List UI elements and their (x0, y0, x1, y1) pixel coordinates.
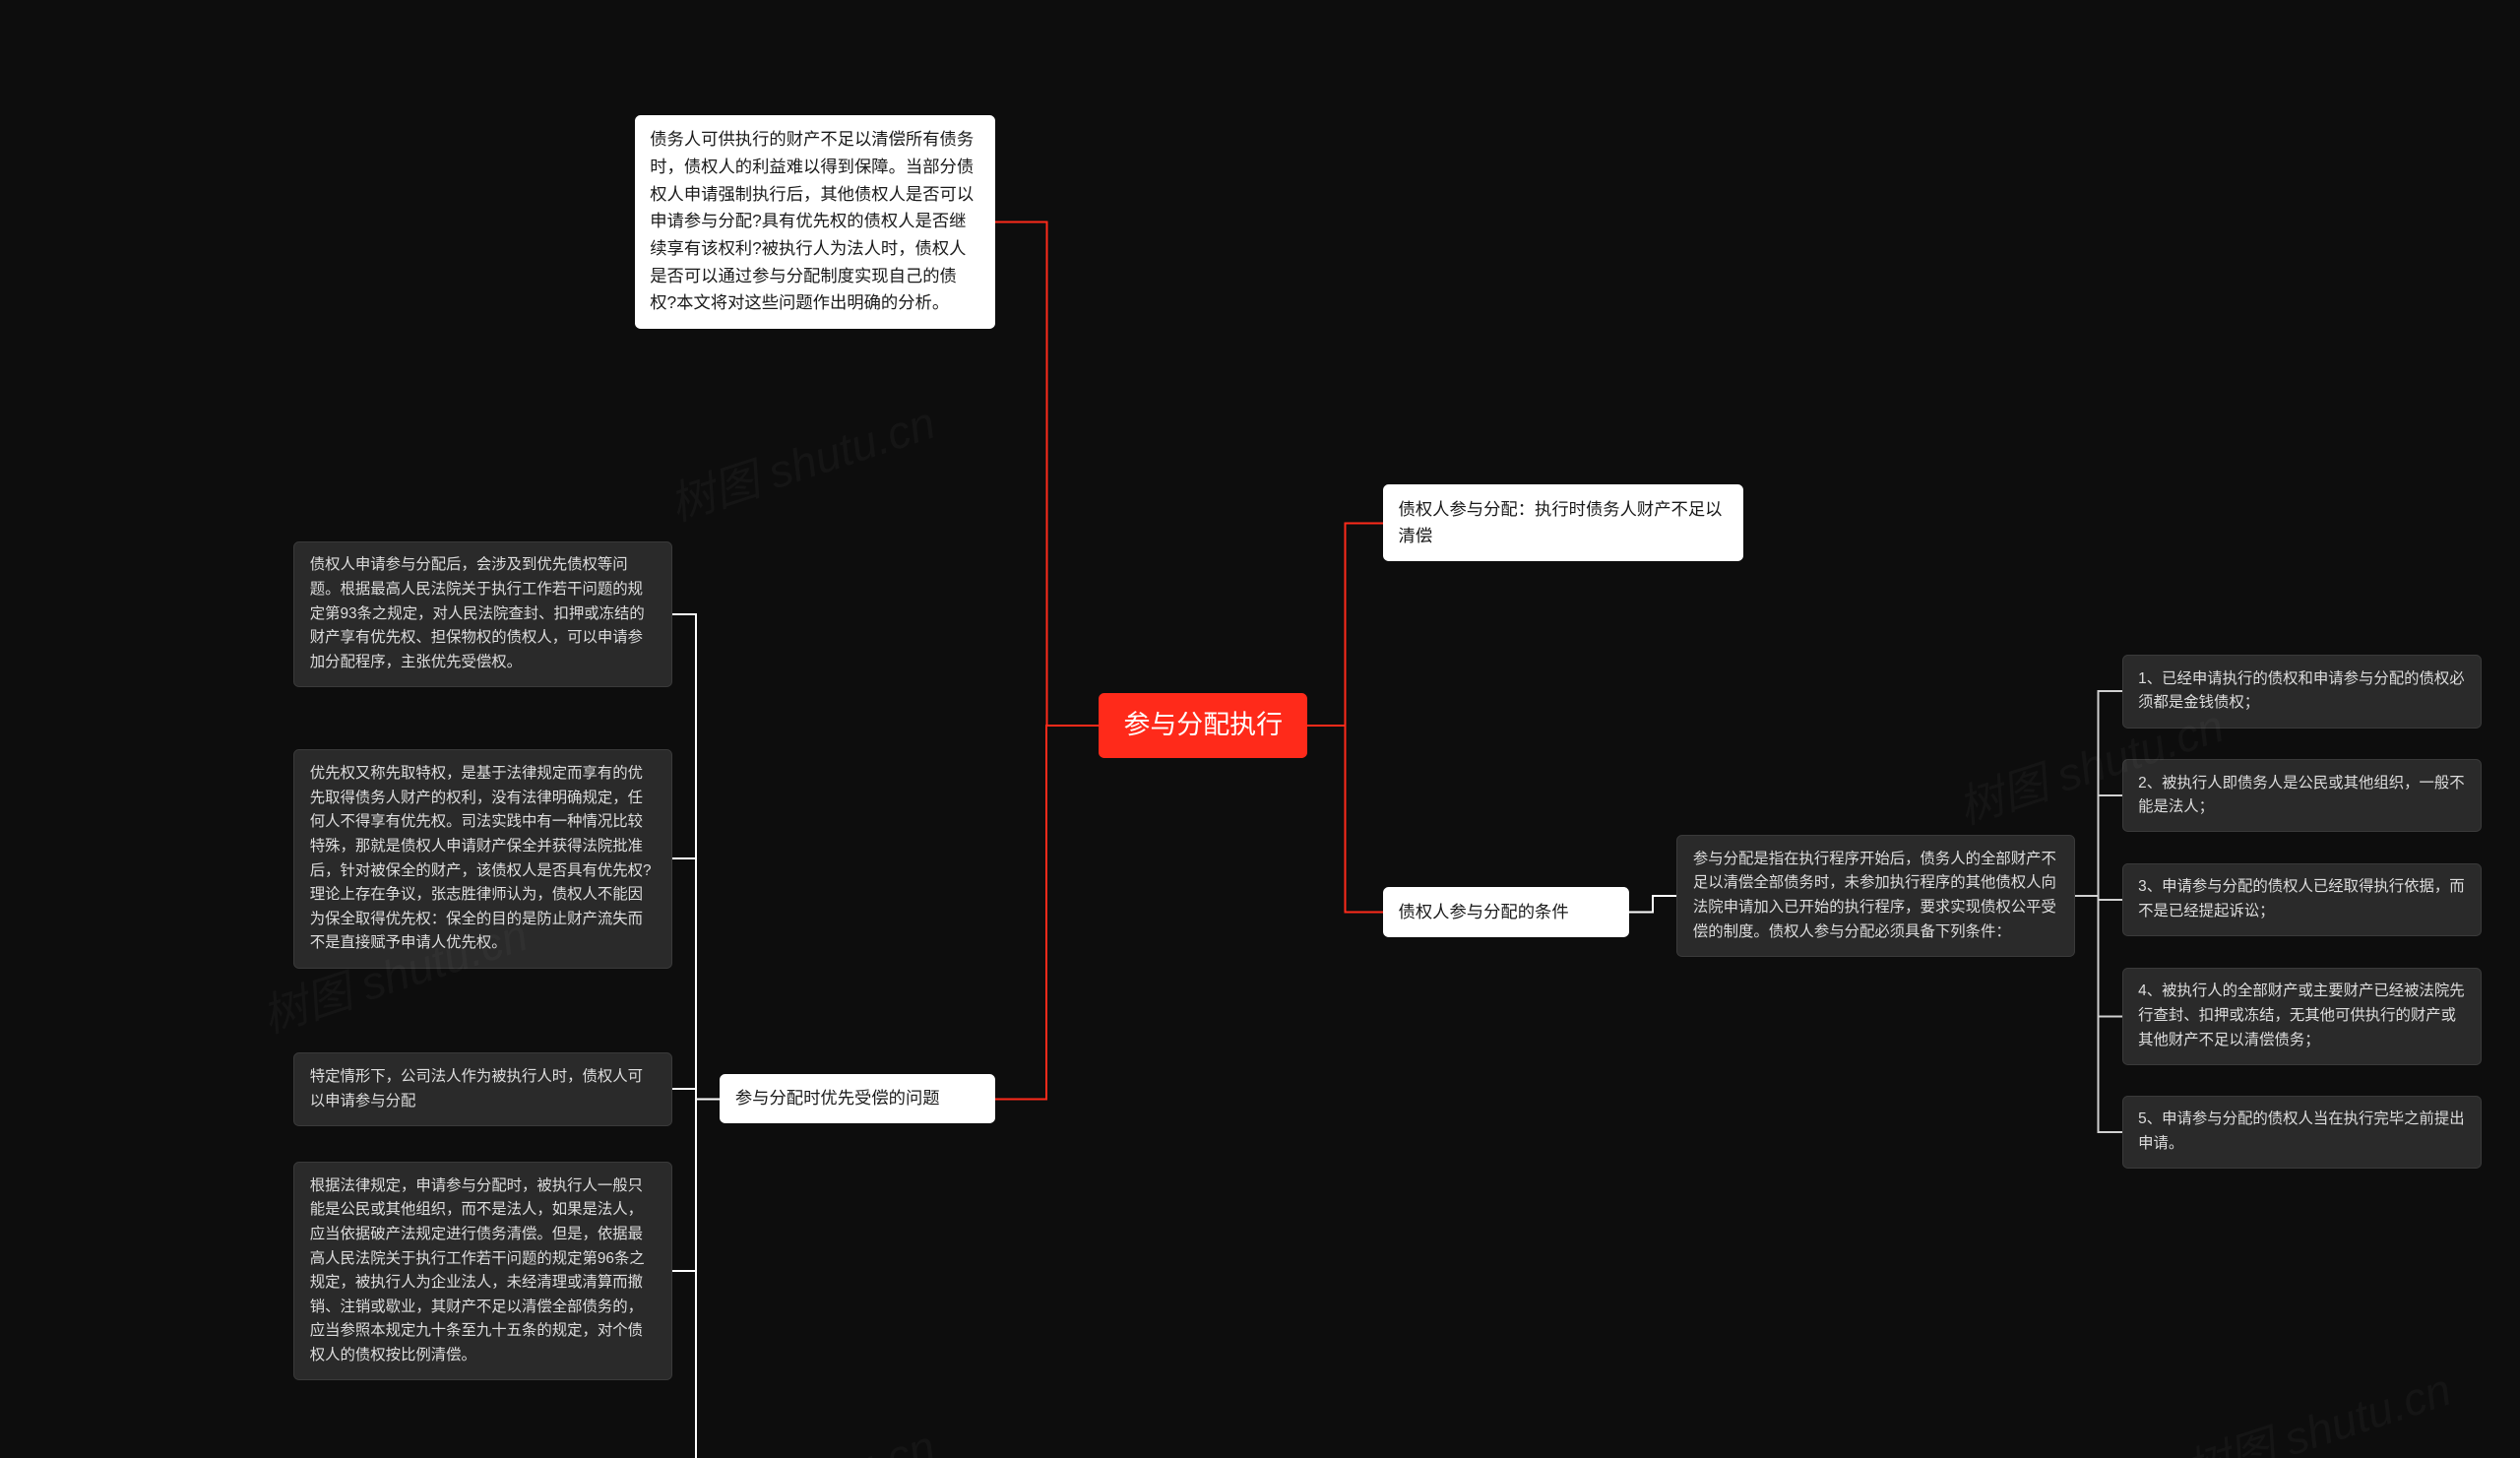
right-node-2[interactable]: 债权人参与分配的条件 (1383, 887, 1629, 937)
right-node-1[interactable]: 债权人参与分配：执行时债务人财产不足以清偿 (1383, 484, 1743, 562)
connector (995, 222, 1099, 727)
connector (672, 858, 720, 1100)
connector (1307, 524, 1383, 727)
root-node[interactable]: 参与分配执行 (1099, 693, 1307, 758)
connector (2074, 896, 2122, 1132)
condition-2[interactable]: 2、被执行人即债务人是公民或其他组织，一般不能是法人； (2122, 759, 2483, 832)
connector (2074, 896, 2122, 1017)
watermark: 树图 shutu.cn (660, 387, 942, 535)
connector (1307, 726, 1383, 913)
connector (2074, 691, 2122, 896)
connector (2074, 896, 2122, 900)
connector (994, 726, 1099, 1100)
connector (672, 614, 720, 1100)
connector (2074, 795, 2122, 896)
condition-5[interactable]: 5、申请参与分配的债权人当在执行完毕之前提出申请。 (2122, 1096, 2483, 1169)
watermark: 树图 shutu.cn (660, 1410, 942, 1458)
connector (1629, 896, 1676, 913)
left-question-node[interactable]: 参与分配时优先受偿的问题 (720, 1074, 994, 1124)
connector (672, 1100, 720, 1458)
condition-3[interactable]: 3、申请参与分配的债权人已经取得执行依据，而不是已经提起诉讼； (2122, 863, 2483, 936)
left-detail-1[interactable]: 债权人申请参与分配后，会涉及到优先债权等问题。根据最高人民法院关于执行工作若干问… (293, 541, 672, 687)
connector (672, 1100, 720, 1272)
left-detail-4[interactable]: 根据法律规定，申请参与分配时，被执行人一般只能是公民或其他组织，而不是法人，如果… (293, 1162, 672, 1380)
watermark: 树图 shutu.cn (2175, 1353, 2458, 1458)
intro-node[interactable]: 债务人可供执行的财产不足以清偿所有债务时，债权人的利益难以得到保障。当部分债权人… (635, 115, 995, 329)
condition-4[interactable]: 4、被执行人的全部财产或主要财产已经被法院先行查封、扣押或冻结，无其他可供执行的… (2122, 968, 2483, 1065)
left-detail-3[interactable]: 特定情形下，公司法人作为被执行人时，债权人可以申请参与分配 (293, 1052, 672, 1125)
right-node-2-desc[interactable]: 参与分配是指在执行程序开始后，债务人的全部财产不足以清偿全部债务时，未参加执行程… (1676, 835, 2074, 957)
connector (672, 1089, 720, 1100)
condition-1[interactable]: 1、已经申请执行的债权和申请参与分配的债权必须都是金钱债权； (2122, 655, 2483, 728)
left-detail-2[interactable]: 优先权又称先取特权，是基于法律规定而享有的优先取得债务人财产的权利，没有法律明确… (293, 749, 672, 968)
